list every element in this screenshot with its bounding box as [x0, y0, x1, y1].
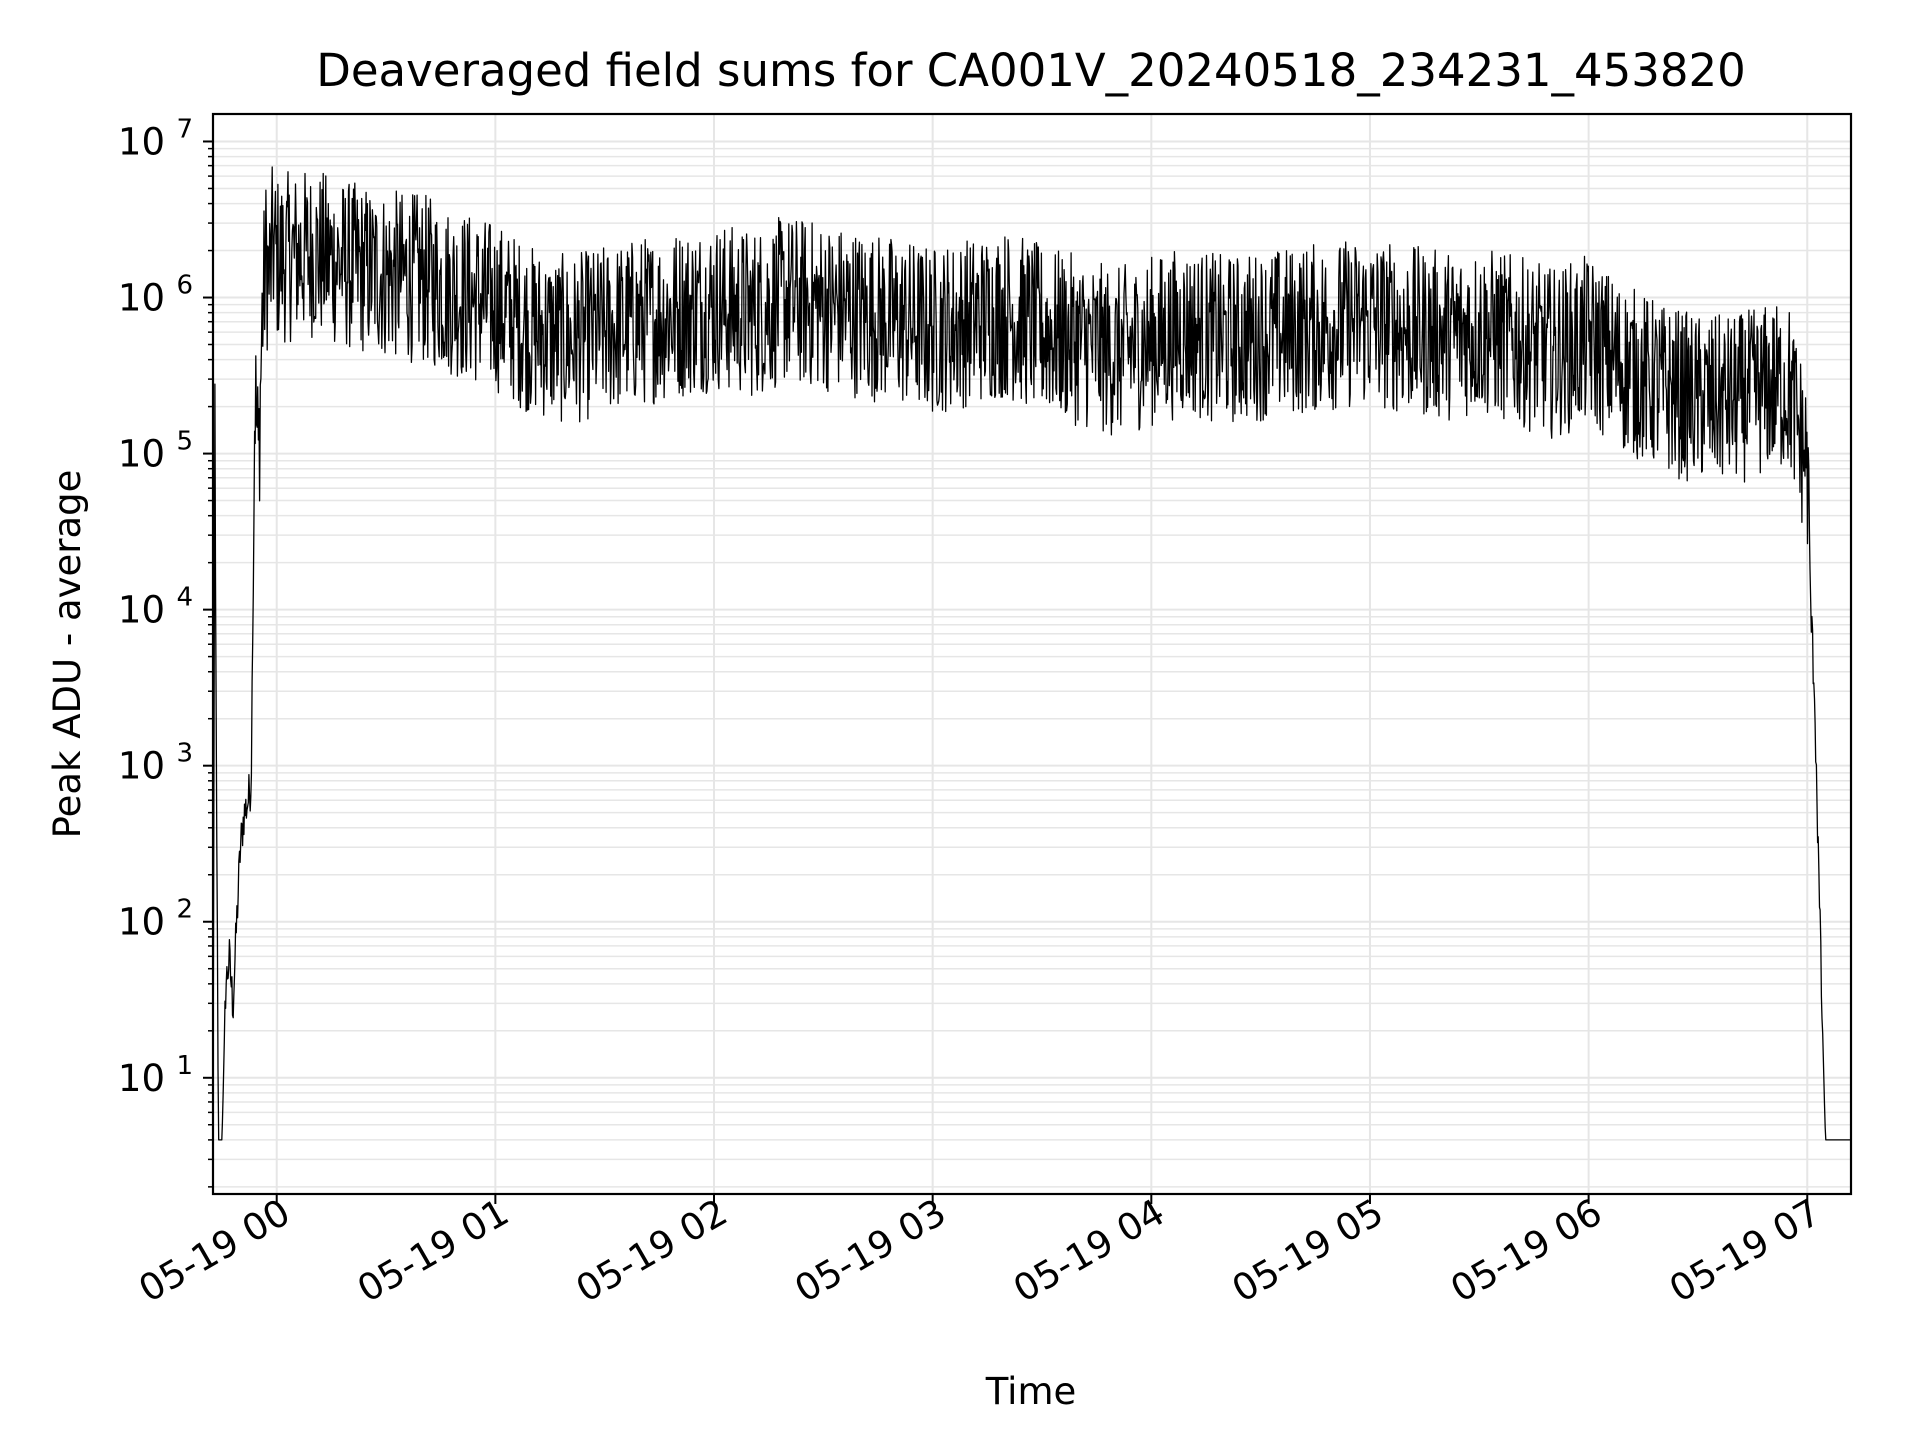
data-series: [212, 166, 1852, 1141]
y-tick-exponent: 4: [176, 583, 193, 613]
y-tick-label: 10: [118, 589, 165, 632]
series-line: [212, 166, 1852, 1141]
x-axis-label: Time: [985, 1370, 1077, 1413]
y-tick-label: 10: [118, 433, 165, 476]
chart-title: Deaveraged field sums for CA001V_2024051…: [316, 44, 1746, 97]
plot-frame: [211, 112, 1853, 1196]
y-tick-label: 10: [118, 745, 165, 788]
y-axis: 10 1 10 2 10 3 10 4 10 5 10 6 10 7: [118, 114, 213, 1188]
y-tick-label: 10: [118, 1057, 165, 1100]
y-tick-exponent: 6: [176, 271, 193, 301]
y-axis-label: Peak ADU - average: [46, 470, 89, 839]
y-tick-exponent: 5: [176, 427, 193, 457]
y-tick-exponent: 3: [176, 739, 193, 769]
y-tick-label: 10: [118, 277, 165, 320]
y-tick-exponent: 7: [176, 114, 193, 144]
y-tick-exponent: 2: [176, 895, 193, 925]
y-tick-label: 10: [118, 120, 165, 163]
y-tick-exponent: 1: [176, 1051, 193, 1081]
y-tick-label: 10: [118, 901, 165, 944]
